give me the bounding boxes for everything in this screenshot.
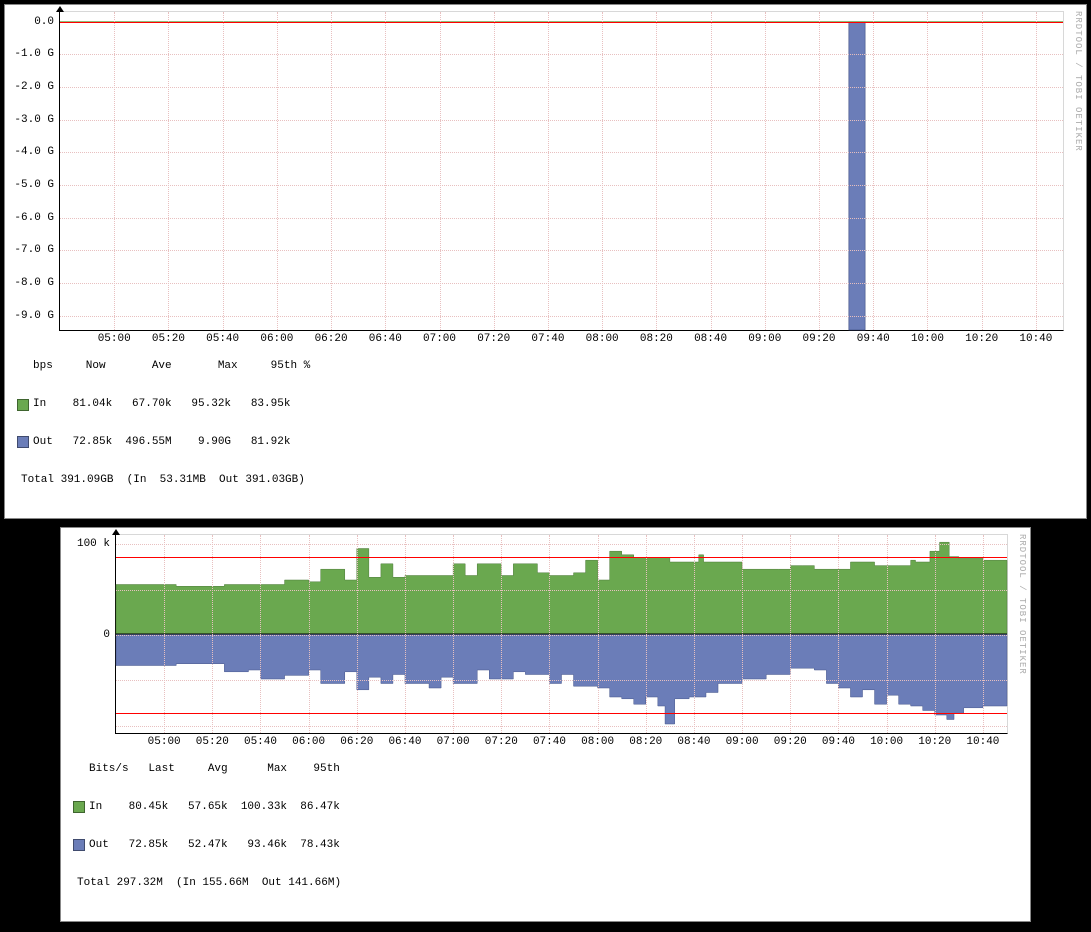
x-tick-label: 07:40 bbox=[533, 733, 566, 748]
legend-swatch-out bbox=[17, 436, 29, 448]
y-tick-label: -7.0 G bbox=[14, 244, 60, 256]
x-tick-label: 08:40 bbox=[677, 733, 710, 748]
legend-total-text: Total 297.32M (In 155.66M Out 141.66M) bbox=[77, 877, 341, 890]
chart-bottom-legend: Bits/s Last Avg Max 95th In 80.45k 57.65… bbox=[73, 738, 1012, 915]
x-tick-label: 06:40 bbox=[369, 330, 402, 345]
y-tick-label: 0.0 bbox=[34, 16, 60, 28]
y-tick-label: -2.0 G bbox=[14, 81, 60, 93]
x-tick-label: 08:00 bbox=[581, 733, 614, 748]
x-tick-label: 06:00 bbox=[260, 330, 293, 345]
x-tick-label: 06:00 bbox=[292, 733, 325, 748]
legend-swatch-in bbox=[73, 801, 85, 813]
legend-row-in: In 81.04k 67.70k 95.32k 83.95k bbox=[17, 398, 1068, 411]
x-tick-label: 06:40 bbox=[388, 733, 421, 748]
x-tick-label: 06:20 bbox=[340, 733, 373, 748]
x-tick-label: 08:00 bbox=[586, 330, 619, 345]
x-tick-label: 10:40 bbox=[1019, 330, 1052, 345]
x-tick-label: 05:40 bbox=[244, 733, 277, 748]
x-tick-label: 05:00 bbox=[98, 330, 131, 345]
y-tick-label: -3.0 G bbox=[14, 114, 60, 126]
x-tick-label: 07:20 bbox=[477, 330, 510, 345]
rrdtool-credit: RRDTOOL / TOBI OETIKER bbox=[1073, 11, 1083, 152]
x-tick-label: 09:40 bbox=[857, 330, 890, 345]
legend-row-out: Out 72.85k 496.55M 9.90G 81.92k bbox=[17, 436, 1068, 449]
legend-swatch-out bbox=[73, 839, 85, 851]
chart-panel-bottom-wrap: RRDTOOL / TOBI OETIKER 05:0005:2005:4006… bbox=[56, 527, 1035, 922]
x-tick-label: 05:20 bbox=[152, 330, 185, 345]
legend-total: Total 297.32M (In 155.66M Out 141.66M) bbox=[73, 877, 1012, 890]
chart-panel-bottom: RRDTOOL / TOBI OETIKER 05:0005:2005:4006… bbox=[60, 527, 1031, 922]
legend-text-in: In 80.45k 57.65k 100.33k 86.47k bbox=[89, 801, 340, 814]
chart-top-legend: bps Now Ave Max 95th % In 81.04k 67.70k … bbox=[17, 335, 1068, 512]
x-tick-label: 10:20 bbox=[965, 330, 998, 345]
x-tick-label: 07:40 bbox=[531, 330, 564, 345]
x-tick-label: 05:40 bbox=[206, 330, 239, 345]
x-tick-label: 09:20 bbox=[803, 330, 836, 345]
x-tick-label: 06:20 bbox=[315, 330, 348, 345]
legend-row-out: Out 72.85k 52.47k 93.46k 78.43k bbox=[73, 839, 1012, 852]
y-tick-label: -4.0 G bbox=[14, 146, 60, 158]
x-tick-label: 09:00 bbox=[748, 330, 781, 345]
y-tick-label: -5.0 G bbox=[14, 179, 60, 191]
x-tick-label: 10:00 bbox=[911, 330, 944, 345]
x-tick-label: 07:00 bbox=[423, 330, 456, 345]
chart-bottom-svg bbox=[116, 535, 1007, 733]
x-tick-label: 09:00 bbox=[726, 733, 759, 748]
x-tick-label: 09:40 bbox=[822, 733, 855, 748]
x-tick-label: 05:00 bbox=[148, 733, 181, 748]
legend-total-text: Total 391.09GB (In 53.31MB Out 391.03GB) bbox=[21, 474, 305, 487]
legend-header-text: Bits/s Last Avg Max 95th bbox=[89, 763, 340, 776]
x-tick-label: 09:20 bbox=[774, 733, 807, 748]
chart-top-plot: 05:0005:2005:4006:0006:2006:4007:0007:20… bbox=[59, 11, 1064, 331]
legend-header-text: bps Now Ave Max 95th % bbox=[33, 360, 310, 373]
legend-text-in: In 81.04k 67.70k 95.32k 83.95k bbox=[33, 398, 290, 411]
x-tick-label: 10:40 bbox=[966, 733, 999, 748]
y-tick-label: -8.0 G bbox=[14, 277, 60, 289]
legend-text-out: Out 72.85k 496.55M 9.90G 81.92k bbox=[33, 436, 290, 449]
legend-row-in: In 80.45k 57.65k 100.33k 86.47k bbox=[73, 801, 1012, 814]
x-tick-label: 08:40 bbox=[694, 330, 727, 345]
rrdtool-credit: RRDTOOL / TOBI OETIKER bbox=[1017, 534, 1027, 675]
legend-header: Bits/s Last Avg Max 95th bbox=[73, 763, 1012, 776]
legend-header: bps Now Ave Max 95th % bbox=[17, 360, 1068, 373]
x-tick-label: 08:20 bbox=[629, 733, 662, 748]
x-tick-label: 07:00 bbox=[437, 733, 470, 748]
x-tick-label: 05:20 bbox=[196, 733, 229, 748]
chart-bottom-plot: 05:0005:2005:4006:0006:2006:4007:0007:20… bbox=[115, 534, 1008, 734]
y-tick-label: -6.0 G bbox=[14, 212, 60, 224]
legend-swatch-in bbox=[17, 399, 29, 411]
chart-panel-top: RRDTOOL / TOBI OETIKER 05:0005:2005:4006… bbox=[4, 4, 1087, 519]
y-tick-label: 100 k bbox=[77, 538, 116, 550]
x-tick-label: 10:00 bbox=[870, 733, 903, 748]
x-tick-label: 10:20 bbox=[918, 733, 951, 748]
x-tick-label: 07:20 bbox=[485, 733, 518, 748]
chart-top-svg bbox=[60, 12, 1063, 330]
legend-total: Total 391.09GB (In 53.31MB Out 391.03GB) bbox=[17, 474, 1068, 487]
x-tick-label: 08:20 bbox=[640, 330, 673, 345]
y-tick-label: 0 bbox=[103, 629, 116, 641]
y-tick-label: -1.0 G bbox=[14, 48, 60, 60]
y-tick-label: -9.0 G bbox=[14, 310, 60, 322]
legend-text-out: Out 72.85k 52.47k 93.46k 78.43k bbox=[89, 839, 340, 852]
